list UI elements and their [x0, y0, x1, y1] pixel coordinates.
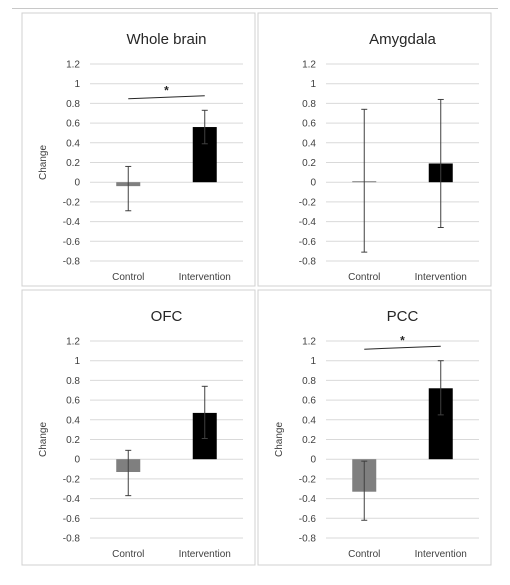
y-tick-label: -0.2 — [63, 474, 81, 485]
y-tick-label: 0.8 — [66, 376, 80, 387]
y-tick-label: -0.8 — [299, 534, 317, 545]
y-axis-label: Change — [38, 422, 49, 457]
y-tick-label: -0.8 — [299, 257, 317, 268]
y-tick-label: -0.6 — [63, 237, 81, 248]
y-tick-label: 0.6 — [66, 119, 80, 130]
y-tick-label: 0 — [310, 178, 316, 189]
y-tick-label: -0.4 — [299, 217, 317, 228]
category-label: Control — [348, 549, 380, 560]
y-tick-label: 0 — [74, 455, 80, 466]
y-tick-label: 0.2 — [302, 435, 316, 446]
y-tick-label: 0 — [310, 455, 316, 466]
y-tick-label: 0.4 — [302, 138, 316, 149]
y-tick-label: 0.8 — [302, 376, 316, 387]
y-tick-label: 1.2 — [66, 337, 80, 348]
y-axis-label: Change — [274, 422, 285, 457]
y-tick-label: 1.2 — [302, 337, 316, 348]
y-tick-label: 0.8 — [66, 99, 80, 110]
y-tick-label: -0.2 — [63, 197, 81, 208]
panel-frame — [21, 289, 256, 566]
y-tick-label: -0.4 — [299, 494, 317, 505]
y-tick-label: 0 — [74, 178, 80, 189]
y-tick-label: -0.8 — [63, 257, 81, 268]
y-tick-label: 0.2 — [66, 158, 80, 169]
y-tick-label: 0.4 — [66, 138, 80, 149]
y-tick-label: 0.8 — [302, 99, 316, 110]
panel-title: OFC — [151, 308, 183, 325]
chart-panel-2: Amygdala 1.2 1 0.8 0.6 0.4 0.2 0 -0.2 -0.4 -0.6 -0.… — [257, 12, 492, 287]
y-axis-label: Change — [38, 145, 49, 180]
y-tick-label: -0.2 — [299, 197, 317, 208]
y-tick-label: 0.2 — [302, 158, 316, 169]
significance-marker: * — [400, 334, 405, 348]
chart-panel-4: PCC 1.2 1 0.8 0.6 0.4 0.2 0 -0.2 -0.4 -0.6 -0.8 Chan… — [257, 289, 492, 566]
significance-marker: * — [164, 83, 169, 97]
y-tick-label: 1 — [74, 356, 80, 367]
y-tick-label: 1 — [310, 79, 316, 90]
category-label: Intervention — [415, 549, 467, 560]
y-tick-label: -0.6 — [299, 514, 317, 525]
y-tick-label: -0.6 — [299, 237, 317, 248]
y-tick-label: 0.6 — [302, 396, 316, 407]
y-tick-label: -0.2 — [299, 474, 317, 485]
y-tick-label: 1.2 — [302, 60, 316, 71]
y-tick-label: 0.4 — [66, 415, 80, 426]
category-label: Control — [348, 272, 380, 283]
chart-panel-3: OFC 1.2 1 0.8 0.6 0.4 0.2 0 -0.2 -0.4 -0.6 -0.8 Chan… — [21, 289, 256, 566]
y-tick-label: 1.2 — [66, 60, 80, 71]
significance-line — [128, 95, 205, 100]
category-label: Intervention — [179, 549, 231, 560]
y-tick-label: 0.6 — [302, 119, 316, 130]
chart-panel-1: Whole brain 1.2 1 0.8 0.6 0.4 0.2 0 -0.2 -0.4 -0.6… — [21, 12, 256, 287]
y-tick-label: -0.4 — [63, 494, 81, 505]
panel-title: Amygdala — [369, 31, 436, 48]
category-label: Intervention — [415, 272, 467, 283]
y-tick-label: 1 — [74, 79, 80, 90]
significance-line — [364, 345, 441, 350]
panel-frame — [21, 12, 256, 287]
top-rule — [12, 8, 498, 9]
y-tick-label: 0.6 — [66, 396, 80, 407]
y-tick-label: -0.6 — [63, 514, 81, 525]
category-label: Control — [112, 272, 144, 283]
panel-title: Whole brain — [126, 31, 206, 48]
panel-frame — [257, 12, 492, 287]
panel-title: PCC — [387, 308, 419, 325]
y-tick-label: 0.4 — [302, 415, 316, 426]
category-label: Control — [112, 549, 144, 560]
category-label: Intervention — [179, 272, 231, 283]
y-tick-label: 0.2 — [66, 435, 80, 446]
panel-frame — [257, 289, 492, 566]
y-tick-label: -0.4 — [63, 217, 81, 228]
y-tick-label: -0.8 — [63, 534, 81, 545]
y-tick-label: 1 — [310, 356, 316, 367]
